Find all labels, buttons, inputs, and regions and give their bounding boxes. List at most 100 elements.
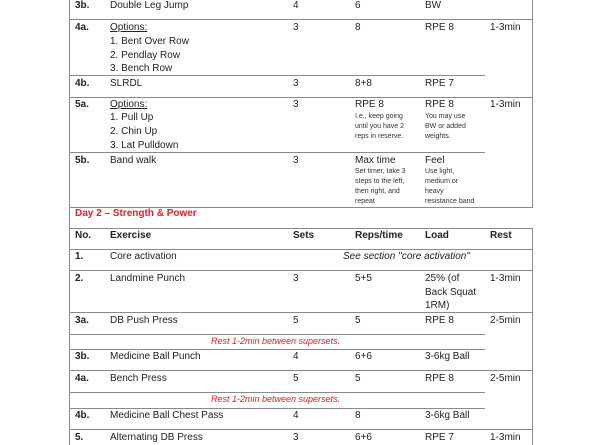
row-number: 3b. <box>75 0 90 11</box>
reps: 5 <box>355 315 361 326</box>
row-divider <box>69 392 485 393</box>
options-label: Options: <box>110 99 148 110</box>
sets: 5 <box>293 373 299 384</box>
reps: 8+8 <box>355 78 372 89</box>
option-item: 1. Bent Over Row <box>110 36 189 47</box>
load-note: heavy <box>425 188 444 195</box>
row-number: 4a. <box>75 22 89 33</box>
load: RPE 8 <box>425 315 454 326</box>
exercise-name: Medicine Ball Chest Pass <box>110 410 224 421</box>
row-divider <box>69 334 485 335</box>
reps: 6 <box>355 0 361 11</box>
option-item: 3. Bench Row <box>110 63 173 74</box>
option-item: 2. Chin Up <box>110 126 158 137</box>
load: 3-6kg Ball <box>425 351 470 362</box>
load-note: BW or added <box>425 123 466 130</box>
row-divider <box>69 270 533 271</box>
reps: 5 <box>355 373 361 384</box>
sets: 4 <box>293 410 299 421</box>
load: RPE 8 <box>425 373 454 384</box>
load-note: You may use <box>425 113 466 120</box>
reps: 8 <box>355 22 361 33</box>
row-number: 2. <box>75 273 84 284</box>
exercise-name: SLRDL <box>110 78 143 89</box>
load: Back Squat <box>425 287 477 298</box>
row-number: 5b. <box>75 155 90 166</box>
row-divider <box>69 429 533 430</box>
load: Feel <box>425 155 445 166</box>
rest: 1-3min <box>490 99 521 110</box>
row-divider <box>69 312 533 313</box>
load: RPE 7 <box>425 78 454 89</box>
reps-note: Set timer, take 3 <box>355 168 406 175</box>
reps-note: then right, and <box>355 188 400 195</box>
reps-note: steps to the left, <box>355 178 405 185</box>
table-border-left <box>69 0 70 445</box>
sets: 3 <box>293 99 299 110</box>
row-number: 4b. <box>75 78 90 89</box>
section-heading: Day 2 – Strength & Power <box>75 208 197 219</box>
option-item: 1. Pull Up <box>110 112 154 123</box>
row-divider <box>69 97 533 98</box>
rest: 1-3min <box>490 22 521 33</box>
header-no: No. <box>75 230 92 241</box>
header-reps: Reps/time <box>355 230 403 241</box>
row-number: 5a. <box>75 99 89 110</box>
sets: 4 <box>293 0 299 11</box>
reps: 8 <box>355 410 361 421</box>
sets: 3 <box>293 78 299 89</box>
sets: 3 <box>293 273 299 284</box>
exercise-name: Alternating DB Press <box>110 432 203 443</box>
rest: 1-3min <box>490 273 521 284</box>
load: BW <box>425 0 442 11</box>
exercise-name: DB Push Press <box>110 315 178 326</box>
row-divider <box>69 370 533 371</box>
row-number: 5. <box>75 432 84 443</box>
row-number: 4b. <box>75 410 90 421</box>
load: RPE 8 <box>425 22 454 33</box>
exercise-name: Band walk <box>110 155 157 166</box>
row-number: 4a. <box>75 373 89 384</box>
row-divider <box>69 75 485 76</box>
reps-note: reps in reserve. <box>355 133 404 140</box>
reps: RPE 8 <box>355 99 384 110</box>
row-divider <box>69 249 533 250</box>
load: 25% (of <box>425 273 460 284</box>
reps-note: repeat <box>355 198 375 205</box>
sets: 3 <box>293 155 299 166</box>
row-number: 3a. <box>75 315 89 326</box>
row-divider <box>69 207 533 208</box>
reps: Max time <box>355 155 396 166</box>
table-border-right <box>532 228 533 445</box>
load-note: weights. <box>425 133 451 140</box>
rest: 2-5min <box>490 373 521 384</box>
row-divider <box>69 408 485 409</box>
superset-rest-note: Rest 1-2min between supersets. <box>211 394 341 404</box>
option-item: 3. Lat Pulldown <box>110 140 179 151</box>
exercise-name: Core activation <box>110 251 177 262</box>
row-divider <box>69 349 485 350</box>
reps: 6+6 <box>355 351 372 362</box>
rest: 2-5min <box>490 315 521 326</box>
load: RPE 8 <box>425 99 454 110</box>
load: 1RM) <box>425 300 450 311</box>
header-rest: Rest <box>490 230 512 241</box>
header-load: Load <box>425 230 449 241</box>
reps: 5+5 <box>355 273 372 284</box>
reps: 6+6 <box>355 432 372 443</box>
row-divider <box>69 152 485 153</box>
row-number: 3b. <box>75 351 90 362</box>
sets: 4 <box>293 351 299 362</box>
reps-note: until you have 2 <box>355 123 405 130</box>
row-divider <box>69 228 533 229</box>
reps-note: I.e., keep going <box>355 113 403 120</box>
sets: 3 <box>293 22 299 33</box>
load-note: Use light, <box>425 168 455 175</box>
exercise-name: Landmine Punch <box>110 273 186 284</box>
section-reference-note: See section ''core activation'' <box>343 251 471 262</box>
load-note: medium or <box>425 178 459 185</box>
sets: 5 <box>293 315 299 326</box>
row-number: 1. <box>75 251 84 262</box>
table-border-right <box>532 0 533 207</box>
row-divider <box>69 19 533 20</box>
